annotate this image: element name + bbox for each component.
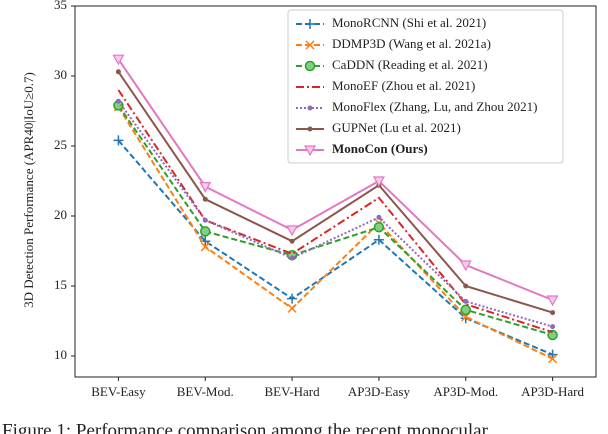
legend-label: MonoFlex (Zhang, Lu, and Zhou 2021): [332, 99, 537, 114]
y-tick-label: 10: [54, 347, 67, 362]
marker: [463, 283, 469, 289]
marker: [202, 196, 208, 202]
marker: [289, 238, 295, 244]
series-line: [117, 89, 553, 334]
marker: [304, 60, 316, 72]
y-axis-label: 3D Detection Performance (APR40|IoU≥0.7): [21, 72, 36, 308]
series-line: [117, 106, 554, 360]
marker: [373, 221, 385, 233]
marker: [459, 260, 472, 272]
marker: [286, 225, 299, 237]
marker: [289, 255, 295, 261]
marker: [372, 176, 385, 188]
x-tick-label: AP3D-Mod.: [433, 384, 498, 399]
marker: [115, 69, 121, 75]
legend-label: CaDDN (Reading et al. 2021): [332, 57, 488, 72]
marker: [546, 295, 559, 307]
plot-frame: [74, 5, 597, 378]
legend-label: MonoEF (Zhou et al. 2021): [332, 78, 475, 93]
x-tick-label: BEV-Hard: [265, 384, 321, 399]
legend-label: MonoCon (Ours): [332, 141, 428, 156]
marker: [115, 98, 121, 104]
marker: [199, 182, 212, 193]
marker: [307, 105, 313, 111]
marker: [548, 354, 558, 364]
marker: [200, 226, 211, 237]
marker: [200, 242, 210, 252]
x-tick-label: BEV-Mod.: [177, 384, 234, 399]
y-tick-label: 15: [54, 277, 67, 292]
y-tick-label: 35: [54, 0, 67, 12]
series-line: [117, 71, 553, 314]
series-line: [117, 104, 553, 336]
legend-label: DDMP3D (Wang et al. 2021a): [332, 36, 491, 51]
y-tick-label: 30: [54, 67, 67, 82]
x-tick-label: AP3D-Hard: [521, 384, 584, 399]
marker: [202, 217, 208, 223]
marker: [373, 234, 384, 245]
marker: [460, 304, 471, 316]
marker: [305, 40, 315, 50]
legend-label: MonoRCNN (Shi et al. 2021): [332, 15, 486, 30]
caption: Figure 1: Performance comparison among t…: [2, 420, 489, 434]
legend-box: [287, 9, 564, 164]
marker: [303, 145, 317, 157]
marker: [376, 214, 382, 220]
y-tick-label: 20: [54, 207, 67, 222]
series-line: [117, 58, 553, 301]
legend-label: GUPNet (Lu et al. 2021): [332, 120, 461, 135]
marker: [550, 324, 556, 330]
series-line: [117, 100, 553, 328]
series-line: [117, 139, 553, 356]
marker: [547, 329, 558, 341]
x-tick-label: BEV-Easy: [91, 384, 146, 399]
marker: [287, 303, 297, 313]
marker: [550, 310, 556, 316]
marker: [112, 54, 125, 66]
marker: [287, 293, 298, 304]
y-tick-label: 25: [54, 137, 67, 152]
x-tick-label: AP3D-Easy: [348, 384, 411, 399]
marker: [307, 126, 313, 132]
marker: [305, 19, 315, 29]
marker: [463, 298, 469, 304]
marker: [113, 135, 124, 146]
